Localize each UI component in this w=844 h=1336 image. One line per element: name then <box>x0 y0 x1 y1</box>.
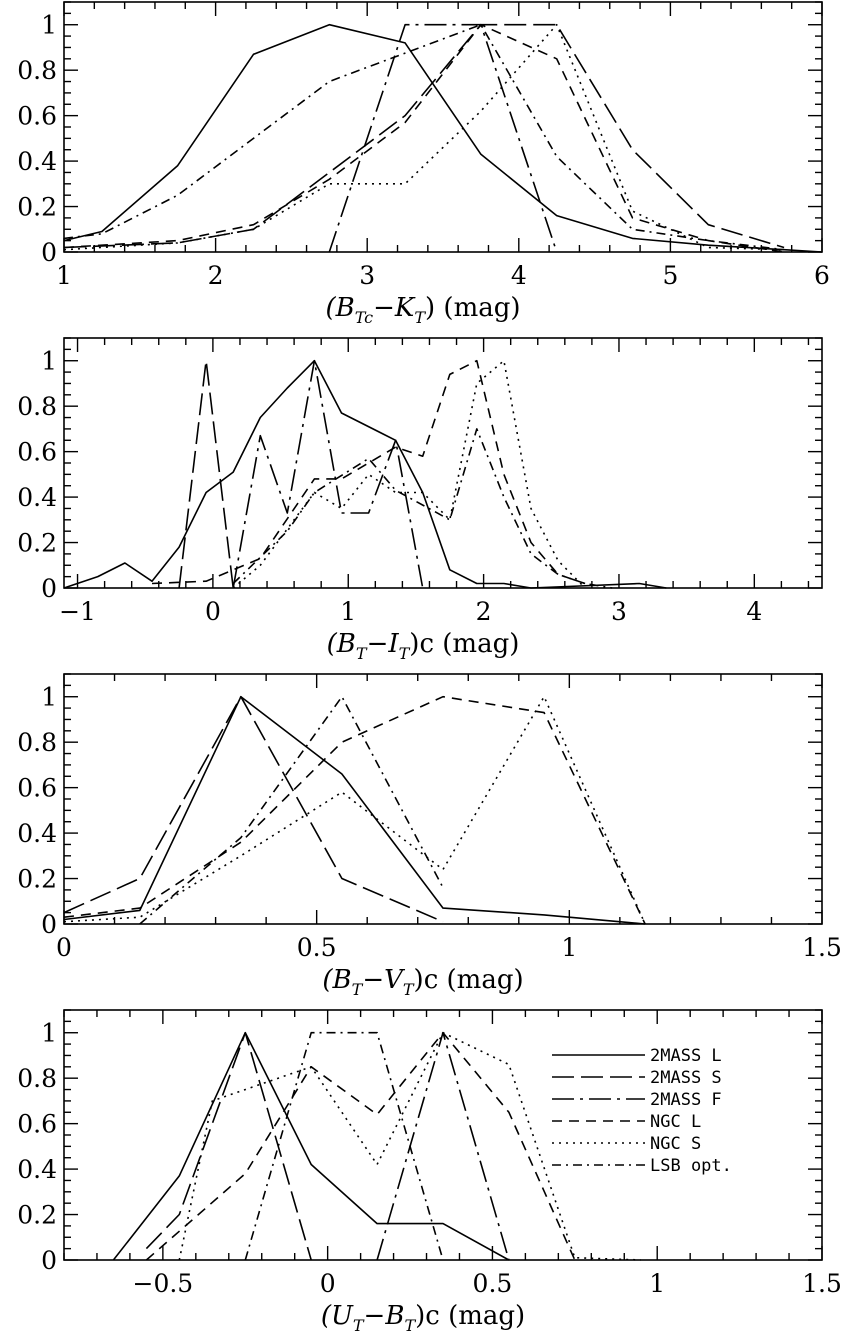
series-line-lsb-opt <box>244 1031 444 1261</box>
x-tick-label: 2 <box>208 261 224 290</box>
x-axis-label: (BT−IT)c (mag) <box>327 629 520 663</box>
y-tick-label: 0.2 <box>17 193 57 222</box>
legend-label: NGC S <box>650 1134 701 1154</box>
y-tick-label: 0.6 <box>17 1110 57 1139</box>
y-tick-label: 1 <box>41 347 57 376</box>
series-line-2mass-s <box>145 1031 312 1261</box>
y-tick-label: 0.8 <box>17 728 57 757</box>
x-tick-label: 1.5 <box>802 1269 842 1298</box>
series-line-2mass-s <box>63 695 444 923</box>
x-tick-label: 3 <box>359 261 375 290</box>
x-tick-label: 0 <box>205 597 221 626</box>
x-tick-label: 6 <box>814 261 830 290</box>
series-line-lsb-opt <box>63 23 785 251</box>
y-tick-label: 0 <box>41 238 57 267</box>
y-tick-label: 0.4 <box>17 483 57 512</box>
x-tick-label: 0 <box>56 933 72 962</box>
x-tick-label: 4 <box>511 261 527 290</box>
y-tick-label: 0.4 <box>17 819 57 848</box>
y-tick-label: 0.2 <box>17 529 57 558</box>
legend-label: 2MASS L <box>650 1046 722 1066</box>
x-tick-label: 0 <box>320 1269 336 1298</box>
y-tick-label: 0 <box>41 574 57 603</box>
y-tick-label: 0 <box>41 910 57 939</box>
x-tick-label: 0.5 <box>473 1269 513 1298</box>
legend-label: NGC L <box>650 1112 701 1132</box>
series-line-2mass-s <box>178 359 234 589</box>
series-line-ngc-s <box>63 695 646 925</box>
x-tick-label: −1 <box>59 597 96 626</box>
legend-label: 2MASS F <box>650 1090 722 1110</box>
series-line-ngc-l <box>145 1031 576 1261</box>
legend-label: 2MASS S <box>650 1068 722 1088</box>
x-tick-label: 1 <box>340 597 356 626</box>
x-tick-label: 4 <box>746 597 762 626</box>
x-tick-label: 1 <box>649 1269 665 1298</box>
y-tick-label: 0.6 <box>17 102 57 131</box>
y-tick-label: 0.8 <box>17 1064 57 1093</box>
x-tick-label: 1.5 <box>802 933 842 962</box>
plot-frame <box>63 1 823 253</box>
series-line-lsb-opt <box>232 428 613 589</box>
panel-4: −0.5 0 0.5 1 1.5 0 0.2 0.4 0.6 0.8 1 (UT−BT)c (mag)… <box>17 1009 842 1335</box>
series-line-2mass-f <box>328 23 558 253</box>
y-tick-label: 0.4 <box>17 147 57 176</box>
series-line-2mass-l <box>63 359 667 589</box>
panel-1: 1 2 3 4 5 6 0 0.2 0.4 0.6 0.8 1 (BTc−KT) (mag) <box>17 1 830 327</box>
y-tick-label: 0.8 <box>17 56 57 85</box>
series-line-2mass-l <box>112 1031 510 1261</box>
series-line-2mass-f <box>376 1031 510 1261</box>
panel-2: −1 0 1 2 3 400.20.40.60.81(BT−IT)c (mag) <box>17 337 823 663</box>
x-tick-label: 1 <box>561 933 577 962</box>
y-tick-label: 1 <box>41 11 57 40</box>
series-line-2mass-f <box>232 359 424 589</box>
y-tick-label: 1 <box>41 683 57 712</box>
y-tick-label: 0.2 <box>17 1201 57 1230</box>
x-axis-label: (BTc−KT) (mag) <box>325 293 520 327</box>
series-line-2mass-s <box>63 23 785 249</box>
y-tick-label: 0.6 <box>17 774 57 803</box>
x-axis-label: (UT−BT)c (mag) <box>321 1301 525 1335</box>
series-line-ngc-s <box>232 359 586 589</box>
legend-label: LSB opt. <box>650 1156 732 1176</box>
x-axis-label: (BT−VT)c (mag) <box>322 965 523 999</box>
y-tick-label: 0.8 <box>17 392 57 421</box>
series-line-ngc-l <box>63 695 646 925</box>
x-tick-label: 1 <box>56 261 72 290</box>
series-line-lsb-opt <box>139 695 444 925</box>
x-tick-label: 3 <box>611 597 627 626</box>
x-tick-label: 0.5 <box>297 933 337 962</box>
y-tick-label: 1 <box>41 1019 57 1048</box>
y-tick-label: 0.2 <box>17 865 57 894</box>
x-tick-label: 2 <box>476 597 492 626</box>
series-line-ngc-s <box>63 23 785 251</box>
panel-3: 0 0.5 1 1.5 0 0.2 0.4 0.6 0.8 1 (BT−VT)c (mag) <box>17 673 842 999</box>
x-tick-label: 5 <box>662 261 678 290</box>
series-line-ngc-l <box>63 23 785 253</box>
y-tick-label: 0.6 <box>17 438 57 467</box>
series-line-2mass-l <box>63 695 646 925</box>
y-tick-label: 0 <box>41 1246 57 1275</box>
series-line-ngc-l <box>151 359 586 585</box>
x-tick-label: −0.5 <box>133 1269 194 1298</box>
series-line-2mass-l <box>63 23 823 253</box>
plot-frame <box>63 673 823 925</box>
y-tick-label: 0.4 <box>17 1155 57 1184</box>
